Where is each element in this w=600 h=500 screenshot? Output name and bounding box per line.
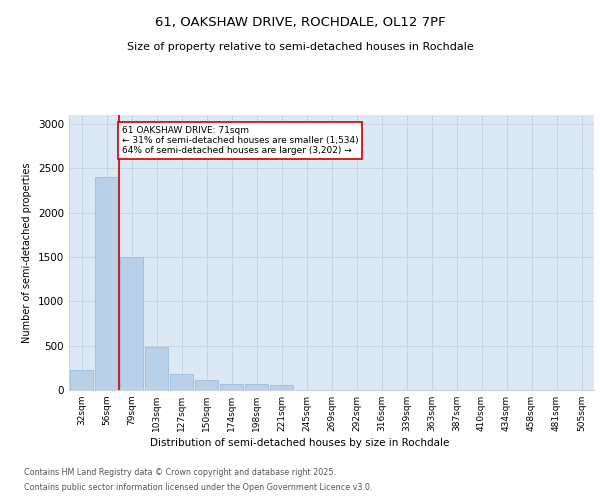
Bar <box>195 380 218 390</box>
Bar <box>245 384 268 390</box>
Text: Size of property relative to semi-detached houses in Rochdale: Size of property relative to semi-detach… <box>127 42 473 52</box>
Bar <box>145 348 168 390</box>
Text: 61 OAKSHAW DRIVE: 71sqm
← 31% of semi-detached houses are smaller (1,534)
64% of: 61 OAKSHAW DRIVE: 71sqm ← 31% of semi-de… <box>121 126 358 156</box>
Bar <box>95 177 118 390</box>
Y-axis label: Number of semi-detached properties: Number of semi-detached properties <box>22 162 32 343</box>
Bar <box>170 374 193 390</box>
Text: 61, OAKSHAW DRIVE, ROCHDALE, OL12 7PF: 61, OAKSHAW DRIVE, ROCHDALE, OL12 7PF <box>155 16 445 29</box>
Bar <box>220 384 243 390</box>
Bar <box>270 384 293 390</box>
Text: Distribution of semi-detached houses by size in Rochdale: Distribution of semi-detached houses by … <box>151 438 449 448</box>
Text: Contains HM Land Registry data © Crown copyright and database right 2025.: Contains HM Land Registry data © Crown c… <box>24 468 336 477</box>
Bar <box>70 370 93 390</box>
Bar <box>120 257 143 390</box>
Text: Contains public sector information licensed under the Open Government Licence v3: Contains public sector information licen… <box>24 483 373 492</box>
